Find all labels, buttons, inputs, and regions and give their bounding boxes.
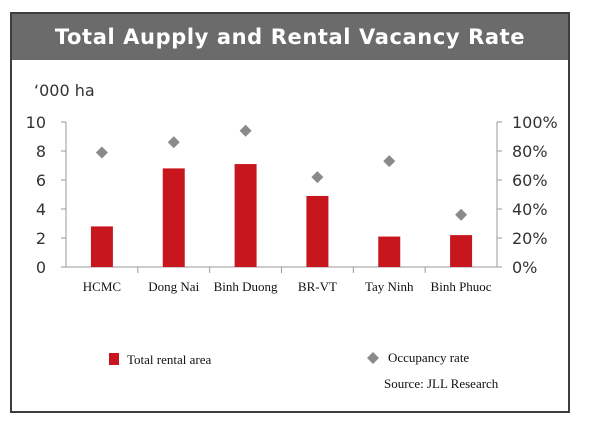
occupancy-point-br-vt — [311, 171, 324, 184]
left-tick-label: 6 — [36, 171, 46, 190]
occupancy-point-binh-phuoc — [455, 208, 468, 221]
plot-area — [66, 124, 497, 273]
category-label: HCMC — [83, 279, 121, 294]
left-tick-label: 8 — [36, 142, 46, 161]
category-label: Tay Ninh — [365, 279, 414, 294]
left-axis: 0 2 4 6 8 10 — [26, 113, 67, 277]
bar-binh-phuoc — [450, 235, 473, 267]
left-tick-label: 0 — [36, 258, 46, 277]
legend-occupancy-label: Occupancy rate — [388, 350, 469, 365]
left-tick-label: 2 — [36, 229, 46, 248]
right-axis: 0% 20% 40% 60% 80% 100% — [496, 113, 558, 277]
right-tick-label: 40% — [512, 200, 548, 219]
chart-title: Total Aupply and Rental Vacancy Rate — [12, 14, 568, 60]
occupancy-point-binh-duong — [239, 124, 252, 137]
left-tick-label: 4 — [36, 200, 46, 219]
right-tick-label: 100% — [512, 113, 558, 132]
source-note: Source: JLL Research — [384, 376, 499, 391]
y-axis-label: ‘000 ha — [34, 81, 95, 100]
category-labels: HCMC Dong Nai Binh Duong BR-VT Tay Ninh Binh … — [83, 279, 492, 294]
chart-frame: Total Aupply and Rental Vacancy Rate — [10, 12, 570, 413]
left-tick-label: 10 — [26, 113, 46, 132]
legend-diamond-icon — [367, 352, 379, 364]
legend-bar-swatch — [109, 353, 119, 365]
bar-br-vt — [306, 195, 329, 267]
right-tick-label: 20% — [512, 229, 548, 248]
legend: Total rental area Occupancy rate Source:… — [109, 350, 499, 391]
occupancy-point-hcmc — [95, 146, 108, 159]
legend-bar-label: Total rental area — [127, 352, 211, 367]
right-tick-label: 80% — [512, 142, 548, 161]
right-tick-label: 0% — [512, 258, 537, 277]
category-label: Binh Duong — [214, 279, 278, 294]
category-label: BR-VT — [298, 279, 337, 294]
bar-tay-ninh — [378, 236, 401, 267]
bar-hcmc — [90, 226, 113, 267]
occupancy-point-tay-ninh — [383, 155, 396, 168]
bar-binh-duong — [234, 164, 257, 267]
category-label: Dong Nai — [148, 279, 199, 294]
right-tick-label: 60% — [512, 171, 548, 190]
category-label: Binh Phuoc — [431, 279, 492, 294]
bar-dong-nai — [162, 168, 185, 267]
occupancy-point-dong-nai — [167, 136, 180, 149]
